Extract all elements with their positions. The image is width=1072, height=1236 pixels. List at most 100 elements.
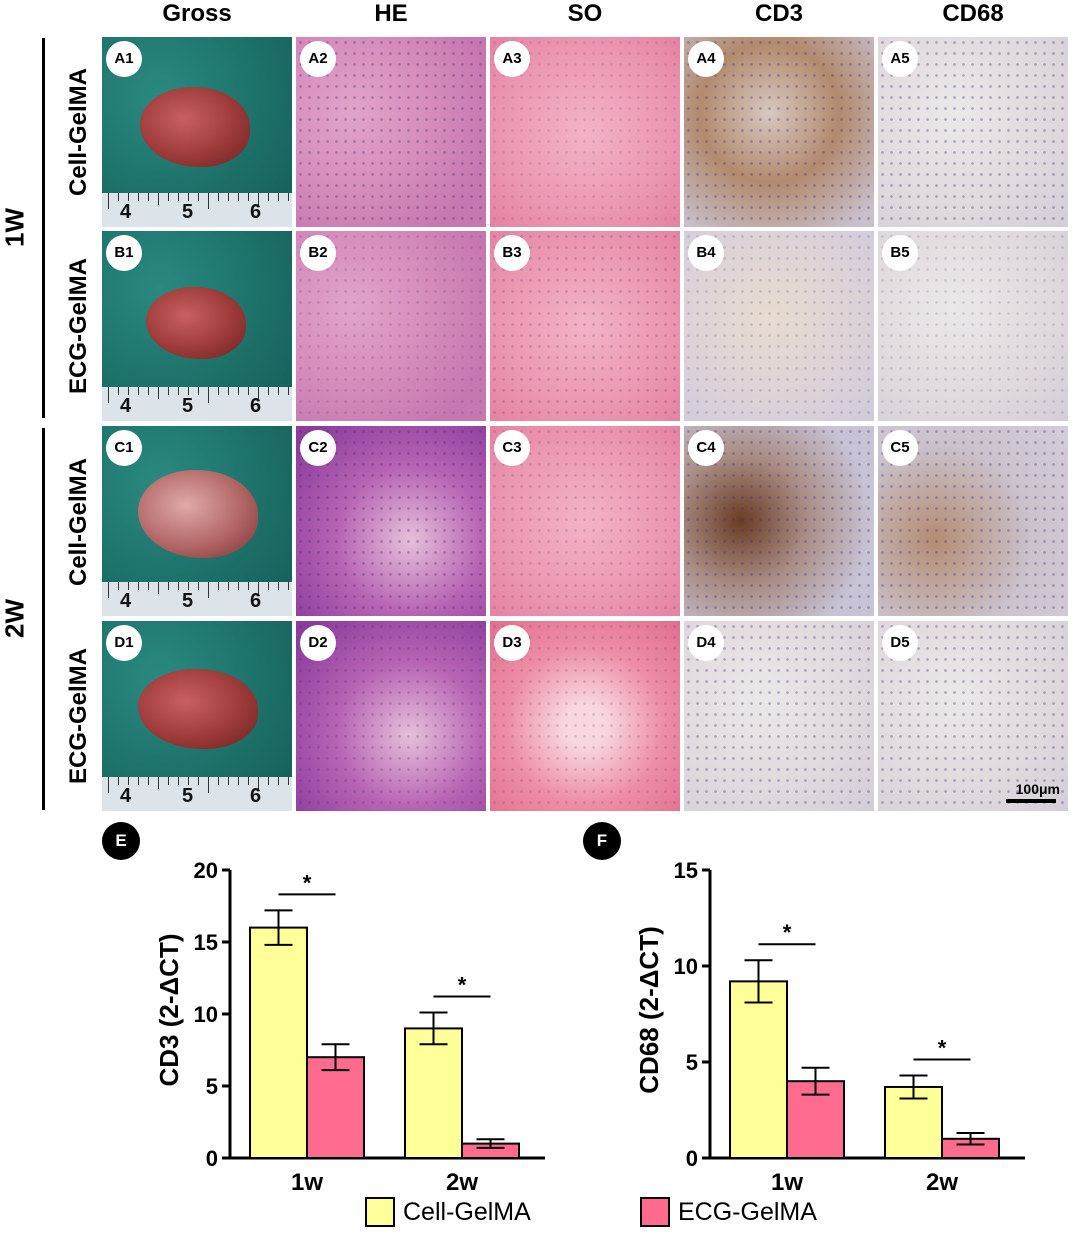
ruler-number: 4 bbox=[120, 395, 132, 417]
panel-label: C1 bbox=[106, 430, 142, 466]
bar bbox=[729, 980, 788, 1159]
gross-image-b1: 4 5 6 B1 bbox=[102, 231, 292, 421]
x-tick-label: 1w bbox=[291, 1169, 323, 1190]
period-bracket-2w bbox=[42, 428, 45, 810]
panel-label: C4 bbox=[688, 430, 724, 466]
panel-label: D5 bbox=[882, 625, 918, 661]
he-image-c2: C2 bbox=[296, 426, 486, 616]
panel-label: C5 bbox=[882, 430, 918, 466]
y-tick-label: 5 bbox=[206, 1074, 218, 1099]
ruler-number: 6 bbox=[250, 395, 262, 417]
he-image-b2: B2 bbox=[296, 231, 486, 421]
y-tick-label: 5 bbox=[686, 1050, 698, 1075]
so-image-c3: C3 bbox=[490, 426, 680, 616]
significance-marker: * bbox=[303, 870, 312, 895]
bar bbox=[249, 926, 308, 1159]
cd3-image-a4: A4 bbox=[684, 37, 874, 227]
he-image-d2: D2 bbox=[296, 621, 486, 811]
y-tick-label: 10 bbox=[674, 954, 698, 979]
legend-swatch-cell bbox=[365, 1197, 395, 1227]
x-tick-label: 2w bbox=[926, 1169, 958, 1190]
significance-marker: * bbox=[783, 920, 792, 945]
row-label-c: Cell-GelMA bbox=[65, 458, 92, 587]
period-bracket-1w bbox=[42, 38, 45, 418]
panel-label: A4 bbox=[688, 41, 724, 77]
cd3-image-d4: D4 bbox=[684, 621, 874, 811]
ruler: 4 5 6 bbox=[102, 777, 292, 811]
row-label-d: ECG-GelMA bbox=[65, 648, 92, 785]
x-tick-label: 2w bbox=[446, 1169, 478, 1190]
legend-label: Cell-GelMA bbox=[403, 1197, 531, 1226]
column-header-he: HE bbox=[374, 0, 408, 27]
y-axis-label: CD3 (2-ΔCT) bbox=[154, 933, 184, 1086]
y-tick-label: 0 bbox=[686, 1146, 698, 1171]
cd3-image-b4: B4 bbox=[684, 231, 874, 421]
so-image-d3: D3 bbox=[490, 621, 680, 811]
y-axis-label: CD68 (2-ΔCT) bbox=[634, 926, 664, 1093]
panel-label: A3 bbox=[494, 41, 530, 77]
panel-badge-e: E bbox=[102, 822, 140, 860]
panel-label: D1 bbox=[106, 625, 142, 661]
panel-label: B4 bbox=[688, 235, 724, 271]
he-image-a2: A2 bbox=[296, 37, 486, 227]
panel-label: D4 bbox=[688, 625, 724, 661]
ruler-number: 4 bbox=[120, 201, 132, 223]
cd68-image-b5: B5 bbox=[878, 231, 1068, 421]
scale-bar bbox=[1006, 799, 1056, 803]
panel-label: B2 bbox=[300, 235, 336, 271]
ruler-number: 5 bbox=[182, 201, 194, 223]
ruler: 4 5 6 bbox=[102, 387, 292, 421]
legend-cell-gelma: Cell-GelMA bbox=[365, 1197, 531, 1227]
panel-label: A5 bbox=[882, 41, 918, 77]
chart-cd3: CD3 (2-ΔCT) 0 5 10 15 20 * 1w * 2w bbox=[154, 858, 545, 1190]
plot-area: 0 5 10 15 * 1w * 2w bbox=[674, 858, 1025, 1190]
plot-area: 0 5 10 15 20 * 1w * 2w bbox=[194, 858, 545, 1190]
significance-marker: * bbox=[458, 973, 467, 998]
chart-cd68: CD68 (2-ΔCT) 0 5 10 15 * 1w * 2w bbox=[634, 858, 1025, 1190]
tissue-sample bbox=[138, 470, 258, 558]
column-header-cd3: CD3 bbox=[754, 0, 803, 27]
y-tick-label: 20 bbox=[194, 858, 218, 883]
legend-ecg-gelma: ECG-GelMA bbox=[640, 1197, 817, 1227]
ruler: 4 5 6 bbox=[102, 193, 292, 227]
panel-label: B3 bbox=[494, 235, 530, 271]
gross-image-d1: 4 5 6 D1 bbox=[102, 621, 292, 811]
ruler-number: 5 bbox=[182, 590, 194, 612]
panel-label: A1 bbox=[106, 41, 142, 77]
panel-label: C2 bbox=[300, 430, 336, 466]
panel-badge-f: F bbox=[583, 822, 621, 860]
bar bbox=[404, 1027, 463, 1159]
bar bbox=[306, 1056, 365, 1159]
ruler-number: 5 bbox=[182, 785, 194, 807]
legend-swatch-ecg bbox=[640, 1197, 670, 1227]
gross-image-c1: 4 5 6 C1 bbox=[102, 426, 292, 616]
panel-label: A2 bbox=[300, 41, 336, 77]
tissue-sample bbox=[138, 669, 258, 749]
significance-marker: * bbox=[938, 1035, 947, 1060]
legend-label: ECG-GelMA bbox=[678, 1197, 817, 1226]
so-image-a3: A3 bbox=[490, 37, 680, 227]
ruler-number: 6 bbox=[250, 590, 262, 612]
column-header-gross: Gross bbox=[162, 0, 232, 27]
column-header-cd68: CD68 bbox=[942, 0, 1004, 27]
panel-label: C3 bbox=[494, 430, 530, 466]
x-tick-label: 1w bbox=[771, 1169, 803, 1190]
panel-label: D2 bbox=[300, 625, 336, 661]
gross-image-a1: 4 5 6 A1 bbox=[102, 37, 292, 227]
panel-label: B1 bbox=[106, 235, 142, 271]
ruler-number: 4 bbox=[120, 590, 132, 612]
y-tick-label: 15 bbox=[194, 930, 218, 955]
scale-bar-label: 100μm bbox=[1015, 781, 1060, 797]
y-tick-label: 10 bbox=[194, 1002, 218, 1027]
ruler-number: 6 bbox=[250, 785, 262, 807]
tissue-sample bbox=[146, 287, 246, 359]
y-tick-label: 15 bbox=[674, 858, 698, 883]
row-label-b: ECG-GelMA bbox=[65, 258, 92, 395]
period-label-2w: 2W bbox=[0, 599, 30, 638]
panel-label: B5 bbox=[882, 235, 918, 271]
column-header-so: SO bbox=[567, 0, 603, 27]
panel-label: D3 bbox=[494, 625, 530, 661]
cd68-image-a5: A5 bbox=[878, 37, 1068, 227]
tissue-sample bbox=[140, 87, 250, 167]
y-tick-label: 0 bbox=[206, 1146, 218, 1171]
